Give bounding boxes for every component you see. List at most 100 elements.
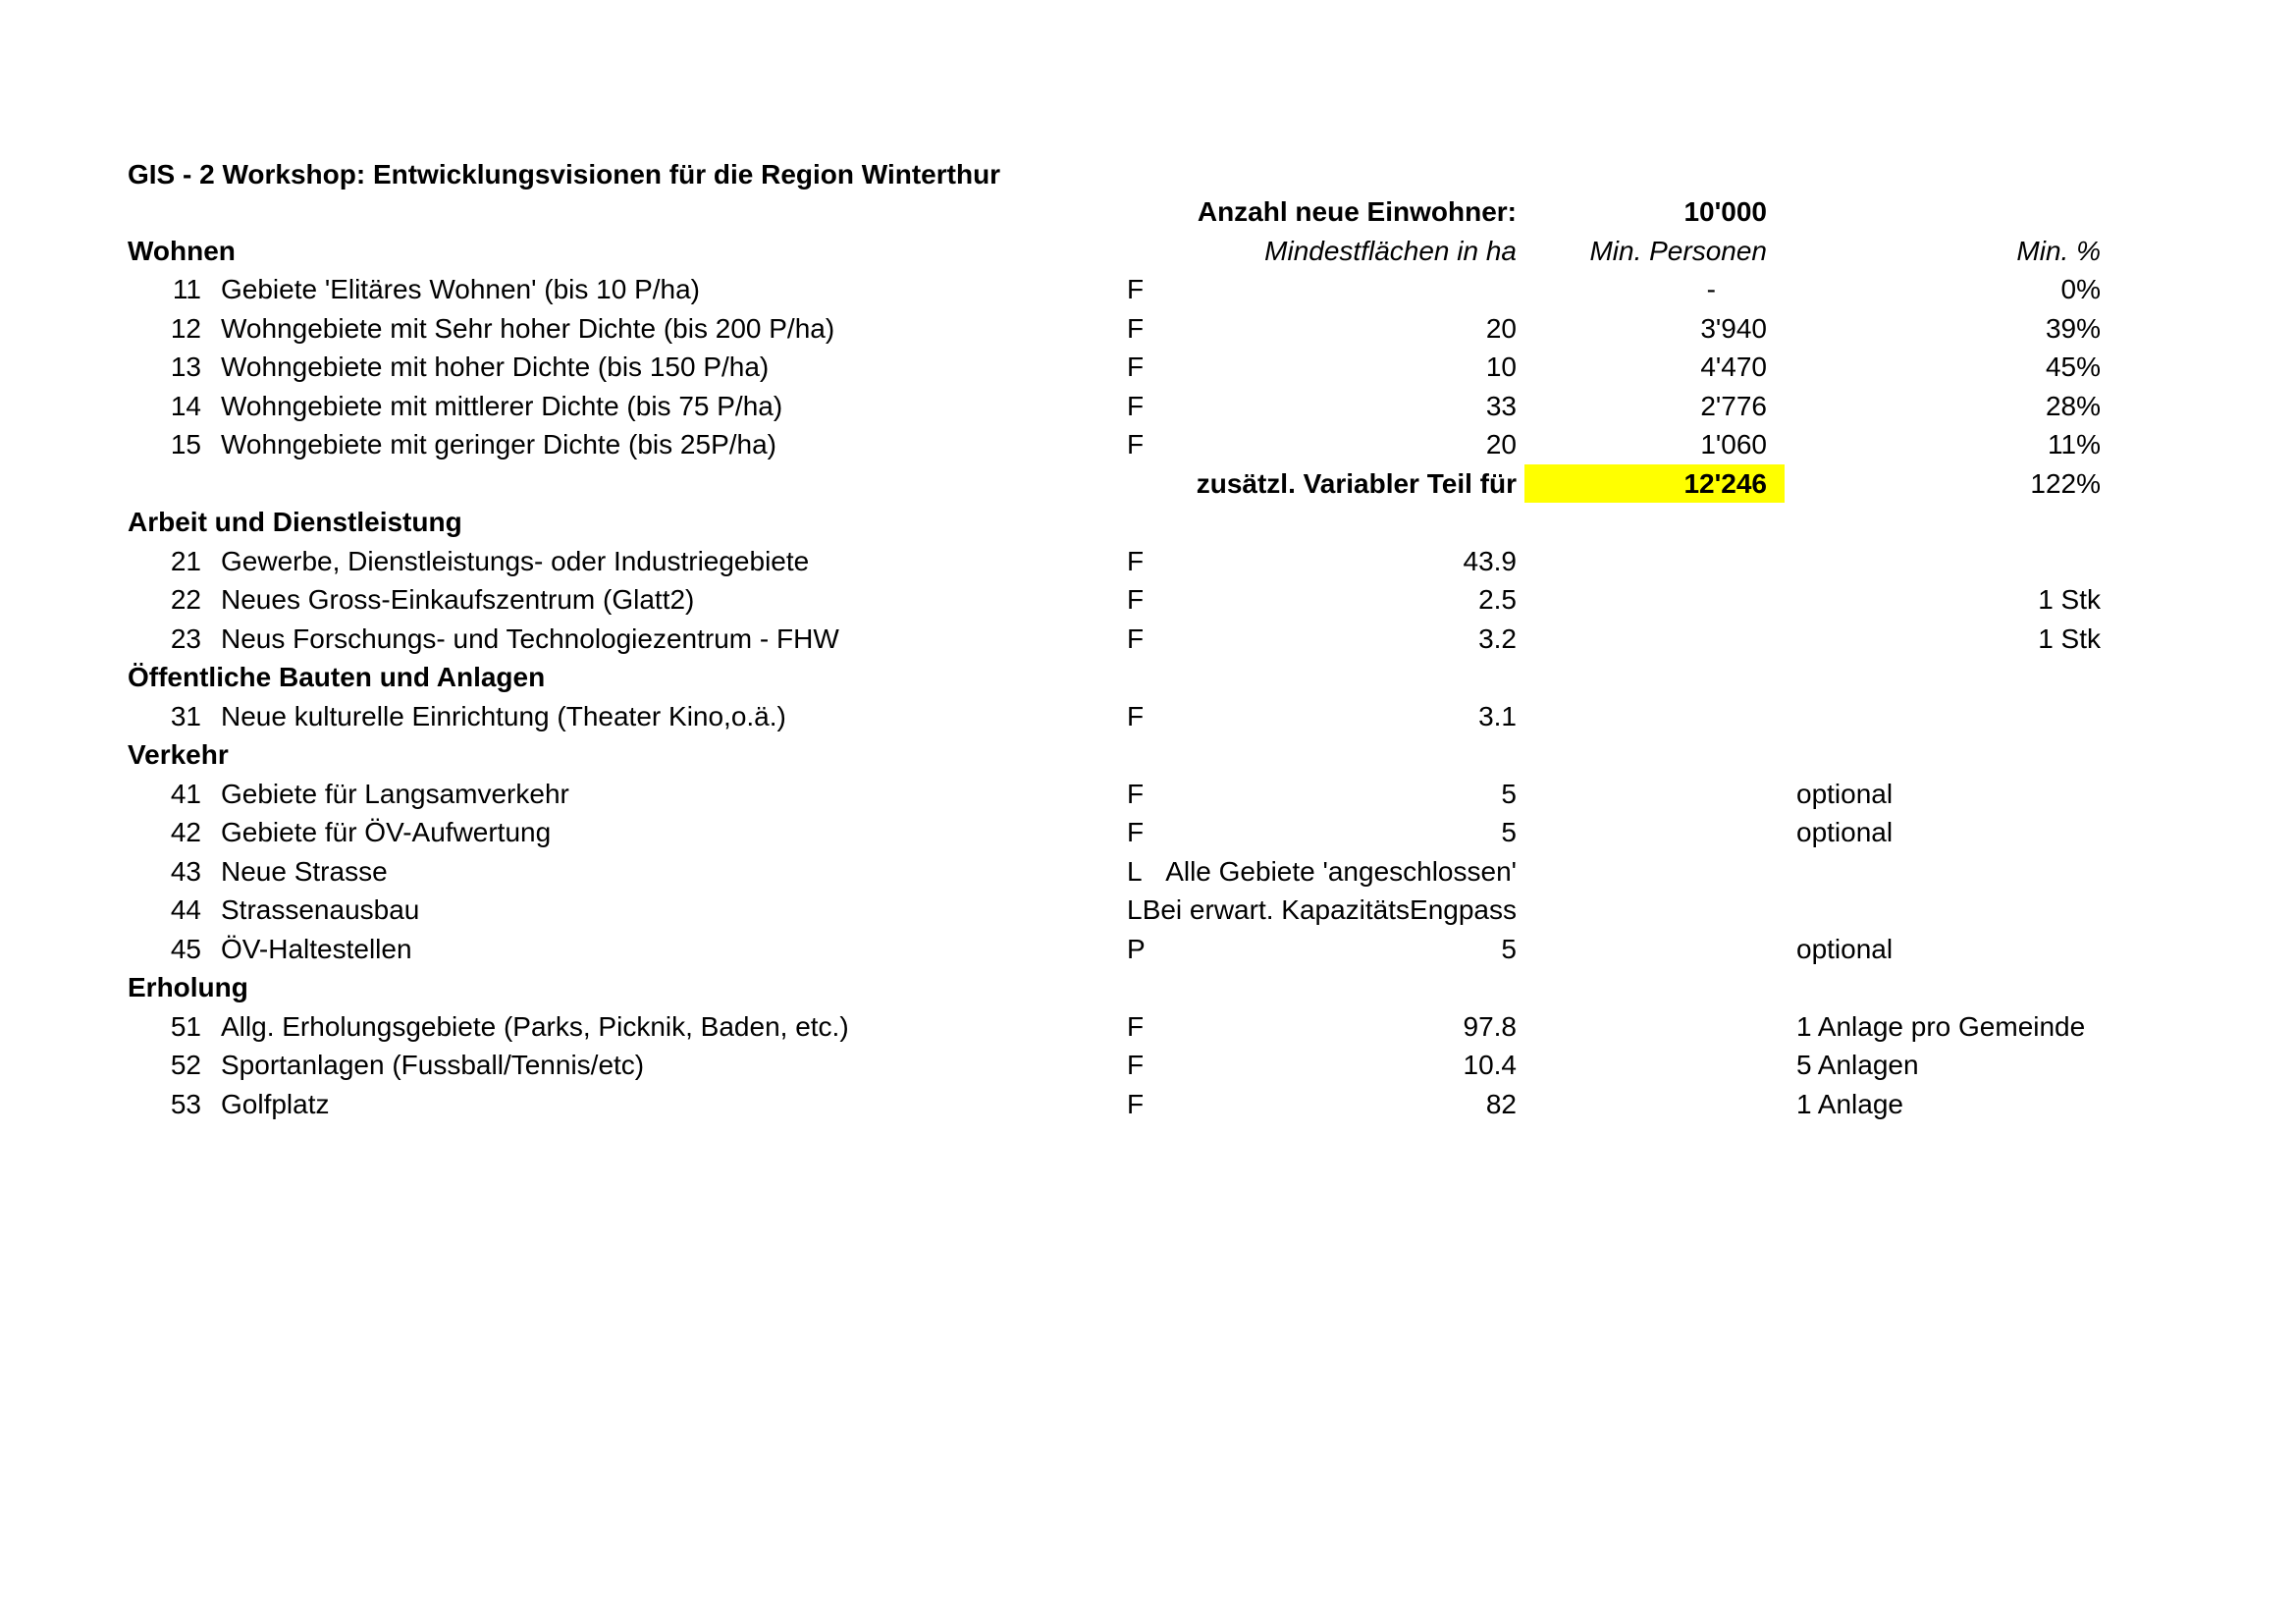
table-row: 22 Neues Gross-Einkaufszentrum (Glatt2) F 2… bbox=[0, 580, 2296, 620]
type-code: F bbox=[1127, 584, 1145, 615]
type-code: F bbox=[1127, 545, 1145, 576]
column-header-personen: Min. Personen bbox=[1589, 235, 1767, 266]
row-label: Allg. Erholungsgebiete (Parks, Picknik, … bbox=[221, 1010, 849, 1042]
row-number: 13 bbox=[170, 352, 201, 382]
note-text: optional bbox=[1796, 778, 1894, 809]
ha-value: 10 bbox=[1485, 352, 1517, 382]
type-code: F bbox=[1127, 352, 1145, 382]
type-code: F bbox=[1127, 700, 1145, 731]
section-title: Öffentliche Bauten und Anlagen bbox=[128, 662, 546, 692]
type-code: F bbox=[1127, 1050, 1145, 1080]
type-code: F bbox=[1127, 429, 1145, 460]
ha-value: 20 bbox=[1485, 429, 1517, 460]
table-row: 52 Sportanlagen (Fussball/Tennis/etc) F 10.… bbox=[0, 1046, 2296, 1085]
row-label: Gebiete 'Elitäres Wohnen' (bis 10 P/ha) bbox=[221, 274, 700, 304]
section-title: Wohnen bbox=[128, 235, 236, 266]
type-code: F bbox=[1127, 817, 1145, 847]
row-label: Golfplatz bbox=[221, 1088, 330, 1119]
row-label: Neue kulturelle Einrichtung (Theater Kin… bbox=[221, 700, 786, 731]
row-number: 42 bbox=[170, 817, 201, 847]
table-row: 43 Neue Strasse L Alle Gebiete 'angeschloss… bbox=[0, 852, 2296, 892]
note-text: 5 Anlagen bbox=[1796, 1050, 1919, 1080]
pct-value: 0% bbox=[2060, 274, 2101, 304]
table-row: Anzahl neue Einwohner: 10'000 bbox=[0, 192, 2296, 232]
page-title: GIS - 2 Workshop: Entwicklungsvisionen f… bbox=[128, 159, 1001, 189]
type-code: P bbox=[1127, 933, 1146, 964]
section-title: Arbeit und Dienstleistung bbox=[128, 507, 462, 537]
anzahl-label: Anzahl neue Einwohner: bbox=[1197, 196, 1517, 227]
row-label: Neues Gross-Einkaufszentrum (Glatt2) bbox=[221, 584, 695, 615]
ha-value: 3.2 bbox=[1478, 622, 1517, 654]
type-code: F bbox=[1127, 622, 1145, 654]
row-number: 51 bbox=[170, 1010, 201, 1042]
table-row: 23 Neus Forschungs- und Technologiezentru… bbox=[0, 620, 2296, 659]
ha-value: 97.8 bbox=[1463, 1010, 1518, 1042]
row-label: Gebiete für Langsamverkehr bbox=[221, 778, 569, 809]
table-row: 15 Wohngebiete mit geringer Dichte (bis 2… bbox=[0, 425, 2296, 464]
table-row: 41 Gebiete für Langsamverkehr F 5 optional bbox=[0, 775, 2296, 814]
row-label: Gewerbe, Dienstleistungs- oder Industrie… bbox=[221, 545, 810, 576]
table-row: 12 Wohngebiete mit Sehr hoher Dichte (bis… bbox=[0, 309, 2296, 349]
table-row: 42 Gebiete für ÖV-Aufwertung F 5 optional bbox=[0, 813, 2296, 852]
row-number: 52 bbox=[170, 1050, 201, 1080]
ha-value: 3.1 bbox=[1478, 700, 1517, 731]
row-number: 15 bbox=[170, 429, 201, 460]
section-title: Verkehr bbox=[128, 739, 229, 770]
pct-value: 1 Stk bbox=[2038, 622, 2101, 654]
personen-value: 4'470 bbox=[1700, 352, 1767, 382]
type-code: L bbox=[1127, 855, 1143, 887]
ha-value: Bei erwart. KapazitätsEngpass bbox=[1142, 894, 1517, 925]
table-row: 53 Golfplatz F 82 1 Anlage bbox=[0, 1085, 2296, 1124]
row-label: Gebiete für ÖV-Aufwertung bbox=[221, 817, 552, 847]
row-label: Wohngebiete mit geringer Dichte (bis 25P… bbox=[221, 429, 777, 460]
pct-value: 39% bbox=[2045, 312, 2101, 344]
row-number: 45 bbox=[170, 933, 201, 964]
row-number: 44 bbox=[170, 894, 201, 925]
personen-value: 2'776 bbox=[1700, 390, 1767, 421]
ha-value: 5 bbox=[1501, 933, 1517, 964]
row-label: Neus Forschungs- und Technologiezentrum … bbox=[221, 622, 839, 654]
ha-value: 33 bbox=[1485, 390, 1517, 421]
table-row: 14 Wohngebiete mit mittlerer Dichte (bis … bbox=[0, 387, 2296, 426]
column-header-ha: Mindestflächen in ha bbox=[1264, 235, 1517, 266]
note-text: optional bbox=[1796, 817, 1894, 847]
row-number: 41 bbox=[170, 778, 201, 809]
pct-value: 1 Stk bbox=[2038, 584, 2101, 615]
ha-value: 2.5 bbox=[1478, 584, 1517, 615]
row-label: Wohngebiete mit Sehr hoher Dichte (bis 2… bbox=[221, 312, 835, 344]
pct-value: 28% bbox=[2045, 390, 2101, 421]
type-code: F bbox=[1127, 274, 1145, 304]
personen-highlight: 12'246 bbox=[1524, 463, 1785, 503]
table-row: zusätzl. Variabler Teil für 12'246 122% bbox=[0, 463, 2296, 503]
pct-value: 11% bbox=[2048, 429, 2101, 460]
criteria-table: Anzahl neue Einwohner: 10'000 Wohnen Mindes… bbox=[0, 192, 2296, 1123]
type-code: F bbox=[1127, 778, 1145, 809]
ha-value: 5 bbox=[1501, 778, 1517, 809]
note-text: 1 Anlage bbox=[1796, 1088, 1903, 1119]
pct-value: 45% bbox=[2045, 352, 2101, 382]
ha-value: 10.4 bbox=[1463, 1050, 1518, 1080]
personen-value: - bbox=[1706, 274, 1716, 304]
table-row: Wohnen Mindestflächen in ha Min. Personen M… bbox=[0, 232, 2296, 271]
column-header-pct: Min. % bbox=[2016, 235, 2101, 266]
table-row: 11 Gebiete 'Elitäres Wohnen' (bis 10 P/ha… bbox=[0, 270, 2296, 309]
row-number: 31 bbox=[170, 700, 201, 731]
ha-value: 43.9 bbox=[1463, 545, 1518, 576]
table-row: 13 Wohngebiete mit hoher Dichte (bis 150 … bbox=[0, 348, 2296, 387]
row-number: 23 bbox=[170, 622, 201, 654]
table-row: Arbeit und Dienstleistung bbox=[0, 503, 2296, 542]
type-code: L bbox=[1127, 894, 1143, 925]
type-code: F bbox=[1127, 390, 1145, 421]
row-number: 53 bbox=[170, 1088, 201, 1119]
row-label: Strassenausbau bbox=[221, 894, 420, 925]
ha-value: Alle Gebiete 'angeschlossen' bbox=[1165, 855, 1517, 887]
anzahl-value: 10'000 bbox=[1683, 196, 1767, 227]
type-code: F bbox=[1127, 312, 1145, 344]
row-number: 12 bbox=[170, 312, 201, 344]
table-row: 44 Strassenausbau L Bei erwart. KapazitätsE… bbox=[0, 891, 2296, 930]
zusatz-label: zusätzl. Variabler Teil für bbox=[1196, 467, 1517, 499]
row-number: 43 bbox=[170, 855, 201, 887]
ha-value: 5 bbox=[1501, 817, 1517, 847]
table-row: 51 Allg. Erholungsgebiete (Parks, Picknik… bbox=[0, 1007, 2296, 1047]
